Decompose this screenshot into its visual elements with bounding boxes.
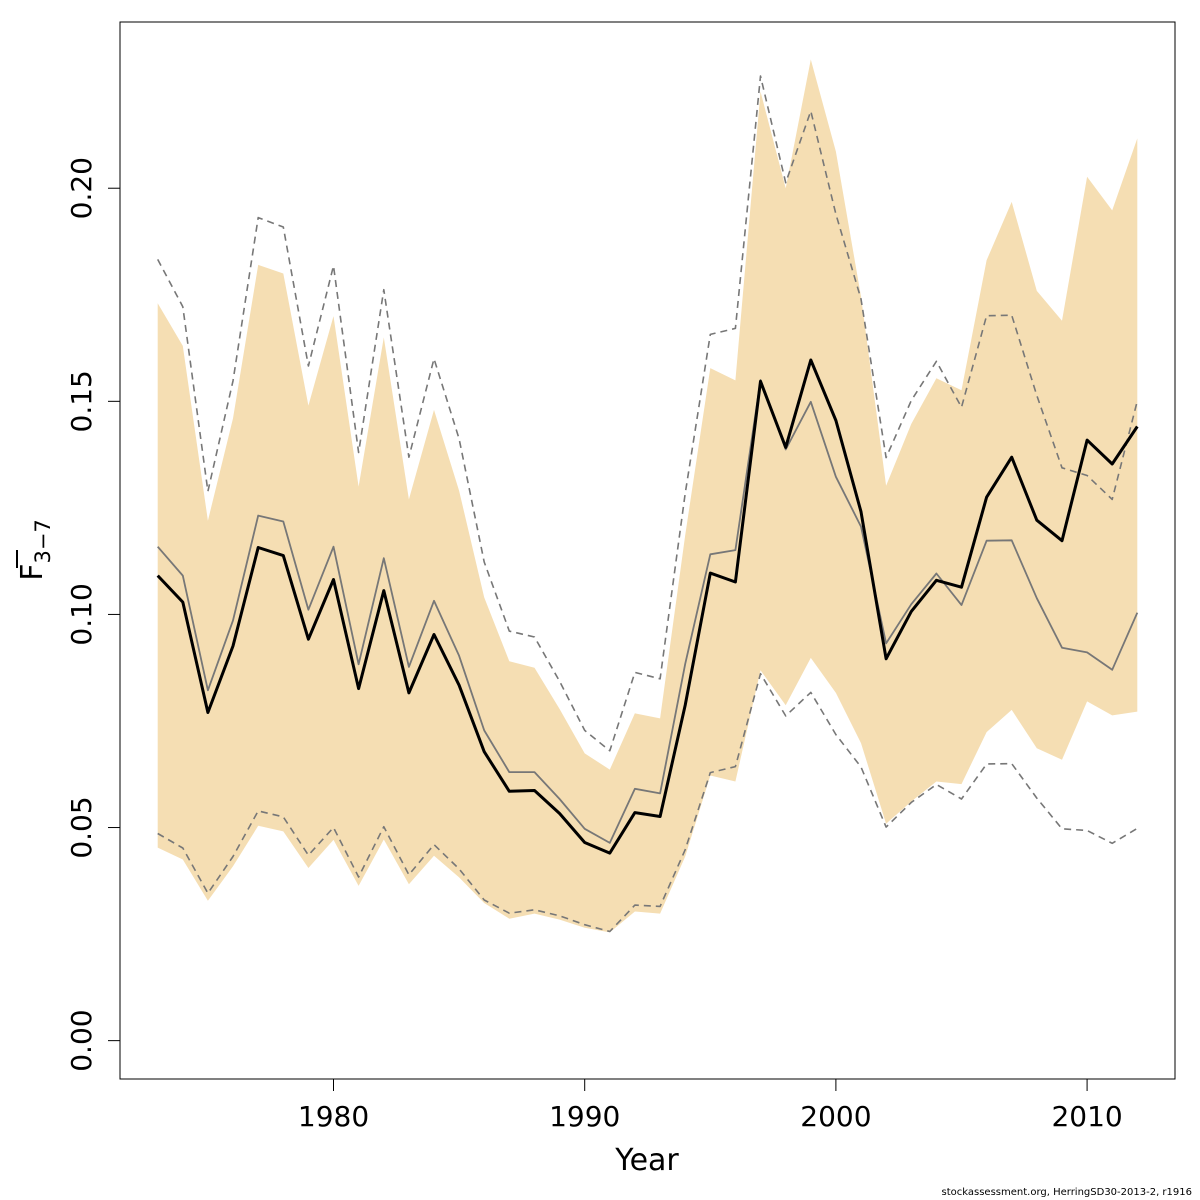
x-tick-label: 1990 <box>549 1100 620 1133</box>
retrospective-lower-dashed-line <box>157 672 1138 933</box>
confidence-band <box>157 59 1138 933</box>
y-tick-label: 0.05 <box>65 796 98 858</box>
x-axis-title: Year <box>614 1143 679 1178</box>
y-tick-label: 0.15 <box>65 370 98 432</box>
y-axis-title-main: F <box>15 564 50 581</box>
series-lines-layer <box>156 75 1139 933</box>
y-axis-title: F3−7 <box>15 519 55 581</box>
x-tick-label: 2000 <box>800 1100 871 1133</box>
y-tick-label: 0.10 <box>65 583 98 645</box>
y-axis-title-subscript: 3−7 <box>31 519 55 563</box>
confidence-band-layer <box>157 59 1138 933</box>
x-tick-label: 1980 <box>298 1100 369 1133</box>
source-footer: stockassessment.org, HerringSD30-2013-2,… <box>941 1187 1192 1198</box>
retrospective-estimate-line <box>157 379 1139 844</box>
y-tick-label: 0.20 <box>65 157 98 219</box>
x-tick-label: 2010 <box>1051 1100 1122 1133</box>
estimated-f-line <box>156 358 1139 855</box>
y-tick-label: 0.00 <box>65 1009 98 1071</box>
svg-text:F3−7: F3−7 <box>15 519 55 581</box>
retrospective-upper-dashed-line <box>156 75 1139 752</box>
x-axis: 1980 1990 2000 2010 <box>298 1078 1123 1133</box>
y-axis: 0.00 0.05 0.10 0.15 0.20 <box>65 157 121 1072</box>
